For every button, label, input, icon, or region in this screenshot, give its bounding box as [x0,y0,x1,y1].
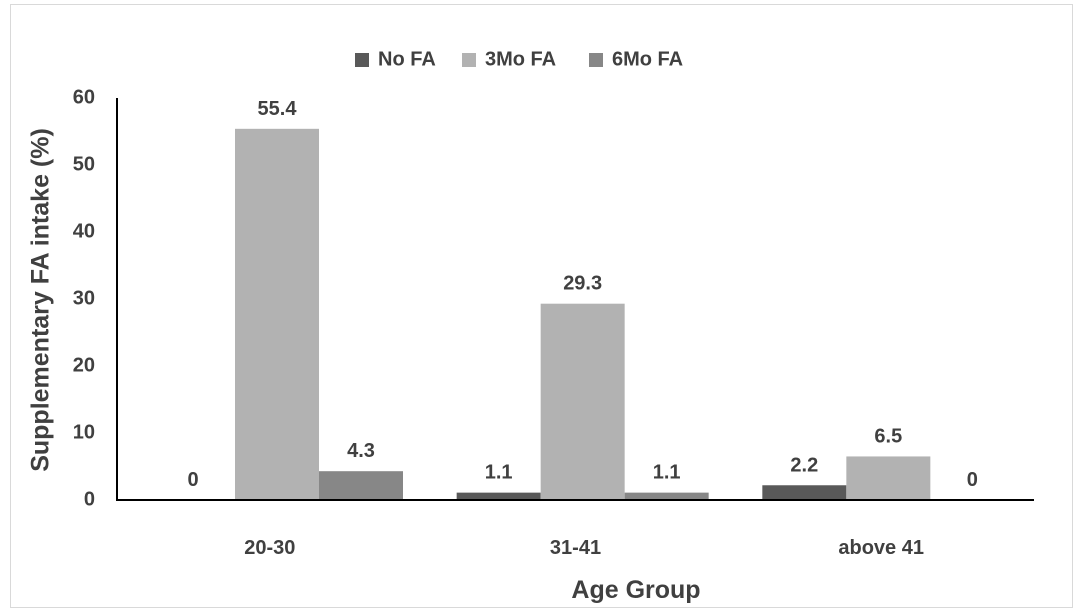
data-label: 29.3 [563,273,602,295]
data-label: 6.5 [874,425,902,447]
bar-6mo-fa-20-30 [319,471,403,500]
y-tick-label: 0 [84,488,95,510]
x-axis-ticks: 20-30 31-41 above 41 [244,537,924,559]
data-labels: 0 55.4 4.3 1.1 29.3 1.1 2.2 6.5 0 [187,98,977,491]
bar-no-fa-above-41 [762,485,847,500]
data-label: 55.4 [258,98,298,120]
y-tick-label: 30 [73,287,95,309]
bar-3mo-fa-20-30 [235,128,319,500]
legend-label: No FA [378,48,436,70]
y-tick-label: 10 [73,421,95,443]
bar-3mo-fa-31-41 [540,303,625,500]
y-axis-ticks: 0 10 20 30 40 50 60 [73,86,95,510]
data-label: 0 [187,469,198,491]
bar-no-fa-31-41 [456,492,541,500]
legend-swatch [462,53,476,67]
y-tick-label: 60 [73,86,95,108]
x-axis-title: Age Group [571,576,700,604]
y-tick-label: 50 [73,153,95,175]
bars [235,128,931,500]
data-label: 4.3 [347,440,375,462]
legend-swatch [589,53,603,67]
y-tick-label: 40 [73,220,95,242]
x-tick-label: 20-30 [244,537,295,559]
y-tick-label: 20 [73,354,95,376]
data-label: 0 [967,469,978,491]
data-label: 2.2 [790,454,818,476]
y-axis-title: Supplementary FA intake (%) [27,128,55,472]
legend-label: 3Mo FA [485,48,556,70]
x-tick-label: above 41 [838,537,924,559]
data-label: 1.1 [485,462,513,484]
bar-6mo-fa-31-41 [624,492,709,500]
legend-label: 6Mo FA [612,48,683,70]
data-label: 1.1 [653,462,681,484]
legend-swatch [355,53,369,67]
legend: No FA 3Mo FA 6Mo FA [355,48,683,70]
x-tick-label: 31-41 [550,537,601,559]
bar-3mo-fa-above-41 [846,456,931,500]
